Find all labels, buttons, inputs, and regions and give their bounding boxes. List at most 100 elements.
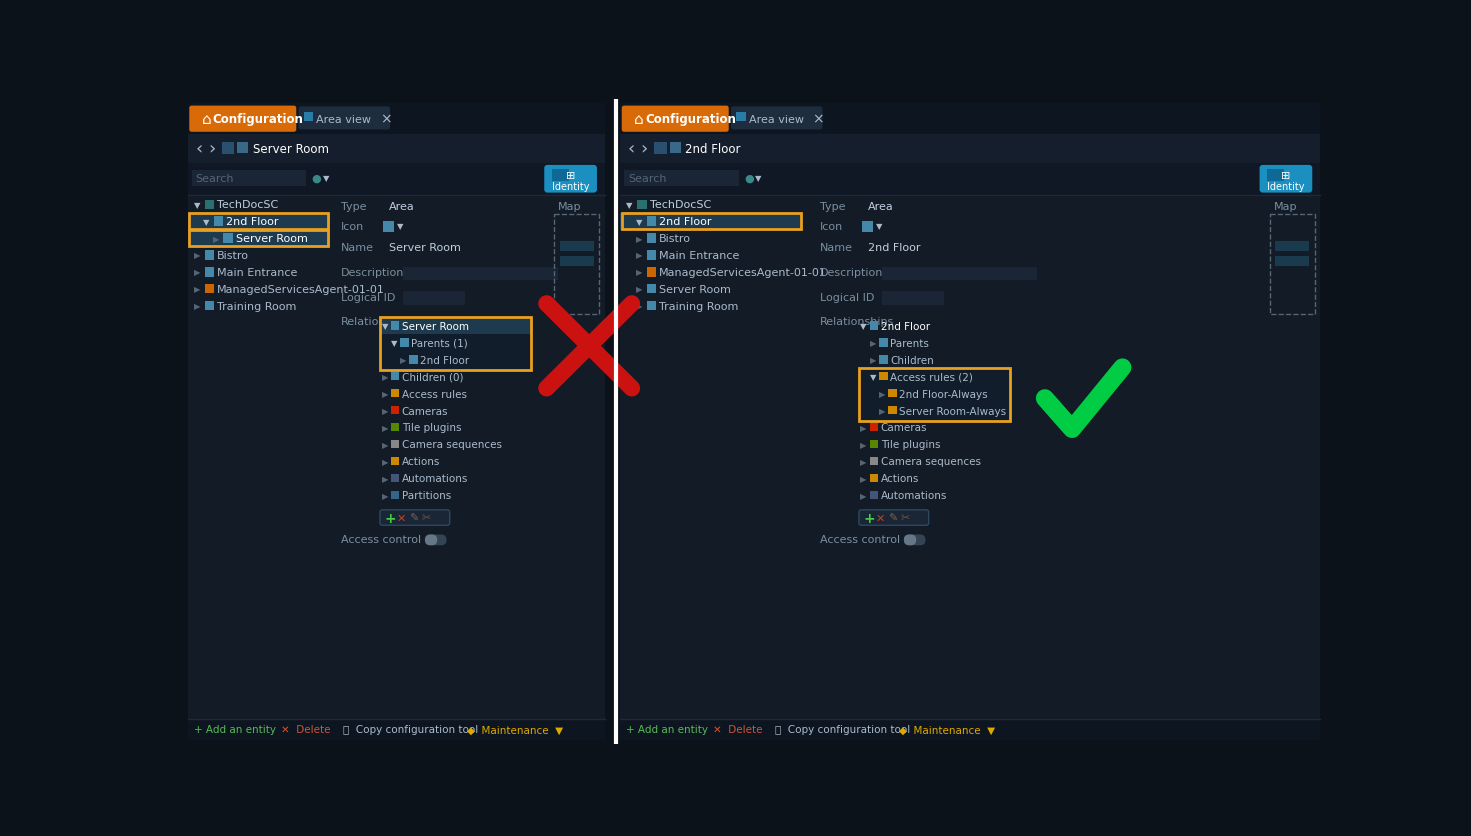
Bar — [188, 281, 330, 298]
Text: 2nd Floor: 2nd Floor — [421, 355, 469, 365]
Bar — [215, 217, 224, 227]
Text: ▶: ▶ — [861, 491, 866, 500]
Text: ✎: ✎ — [888, 513, 897, 523]
Bar — [382, 222, 394, 232]
Bar — [880, 373, 887, 381]
Text: ✕: ✕ — [875, 513, 886, 523]
Text: ▼: ▼ — [194, 201, 200, 209]
Bar — [621, 213, 802, 230]
Text: Type: Type — [341, 201, 366, 212]
Bar — [1268, 170, 1284, 182]
Text: ▼: ▼ — [755, 174, 762, 183]
Text: Name: Name — [341, 243, 374, 253]
Text: Bistro: Bistro — [218, 251, 249, 261]
Bar — [237, 143, 249, 153]
Bar — [621, 104, 1319, 135]
Text: ▶: ▶ — [635, 302, 643, 311]
Text: Camera sequences: Camera sequences — [402, 440, 502, 450]
Text: ▼: ▼ — [635, 217, 643, 227]
Text: ManagedServicesAgent-01-01: ManagedServicesAgent-01-01 — [659, 268, 827, 278]
Text: ▶: ▶ — [880, 406, 886, 415]
Text: ⧉  Copy configuration tool: ⧉ Copy configuration tool — [775, 725, 911, 734]
Text: ◆  Maintenance  ▼: ◆ Maintenance ▼ — [899, 725, 996, 734]
Bar — [869, 322, 878, 330]
Text: ⧉  Copy configuration tool: ⧉ Copy configuration tool — [343, 725, 478, 734]
Text: Identity: Identity — [552, 182, 590, 192]
Text: Partitions: Partitions — [402, 491, 452, 501]
Bar — [888, 390, 897, 398]
Text: Relationships: Relationships — [821, 317, 894, 327]
Bar — [552, 170, 569, 182]
Text: ▼: ▼ — [381, 322, 388, 331]
Bar — [380, 318, 531, 335]
Text: ✎: ✎ — [409, 513, 419, 523]
Text: ▼: ▼ — [861, 322, 866, 331]
Text: ▶: ▶ — [869, 356, 877, 364]
Text: Map: Map — [558, 201, 581, 212]
Bar — [391, 390, 399, 398]
Text: ▼: ▼ — [627, 201, 633, 209]
Text: Bistro: Bistro — [659, 234, 691, 244]
Bar — [621, 230, 802, 247]
Bar — [391, 474, 399, 482]
Text: ▶: ▶ — [381, 373, 388, 382]
FancyBboxPatch shape — [622, 106, 728, 133]
Bar — [647, 217, 656, 227]
FancyBboxPatch shape — [903, 535, 916, 546]
Bar — [188, 247, 330, 264]
Bar — [621, 281, 802, 298]
Text: Main Entrance: Main Entrance — [659, 251, 740, 261]
Text: 2nd Floor: 2nd Floor — [685, 143, 741, 156]
Text: Server Room: Server Room — [235, 234, 307, 244]
Bar — [737, 113, 746, 122]
Text: ▼: ▼ — [397, 222, 403, 231]
Text: ▶: ▶ — [381, 406, 388, 415]
Text: ▶: ▶ — [861, 441, 866, 450]
Bar — [188, 104, 605, 740]
Bar — [188, 196, 330, 213]
Bar — [380, 318, 531, 370]
Text: ▶: ▶ — [381, 441, 388, 450]
Bar — [647, 302, 656, 311]
Text: +: + — [384, 511, 396, 525]
Text: ×: × — [380, 113, 391, 126]
Text: Server Room-Always: Server Room-Always — [899, 406, 1006, 416]
Bar — [188, 104, 605, 135]
Bar — [869, 491, 878, 499]
Bar — [188, 719, 605, 740]
Text: Type: Type — [821, 201, 846, 212]
Bar — [859, 369, 1011, 421]
Bar — [391, 322, 399, 330]
Text: ▶: ▶ — [861, 457, 866, 466]
Bar — [191, 171, 306, 187]
Text: Area view: Area view — [316, 115, 371, 125]
Text: Actions: Actions — [402, 456, 440, 466]
Text: Children (0): Children (0) — [402, 372, 463, 382]
Text: ◆  Maintenance  ▼: ◆ Maintenance ▼ — [466, 725, 563, 734]
Bar — [204, 251, 215, 260]
Bar — [560, 257, 594, 267]
Bar — [869, 423, 878, 431]
Bar — [224, 234, 232, 243]
Text: Access rules (2): Access rules (2) — [890, 372, 972, 382]
FancyBboxPatch shape — [1259, 166, 1312, 193]
Text: ▼: ▼ — [322, 174, 330, 183]
Bar — [190, 214, 328, 230]
Text: Cameras: Cameras — [402, 406, 449, 416]
Text: Server Room: Server Room — [390, 243, 460, 253]
Text: Search: Search — [196, 174, 234, 184]
Text: Area view: Area view — [749, 115, 803, 125]
FancyBboxPatch shape — [299, 107, 390, 130]
Text: Identity: Identity — [1267, 182, 1305, 192]
Bar — [880, 339, 887, 347]
Text: Server Room: Server Room — [659, 284, 731, 294]
Text: 2nd Floor: 2nd Floor — [659, 217, 712, 227]
FancyBboxPatch shape — [380, 510, 450, 526]
Text: Camera sequences: Camera sequences — [881, 456, 981, 466]
Bar — [391, 491, 399, 499]
Text: ▶: ▶ — [635, 251, 643, 260]
Text: ●: ● — [312, 174, 322, 184]
Text: ▼: ▼ — [869, 373, 877, 382]
Bar — [188, 164, 605, 196]
Bar — [621, 196, 802, 213]
